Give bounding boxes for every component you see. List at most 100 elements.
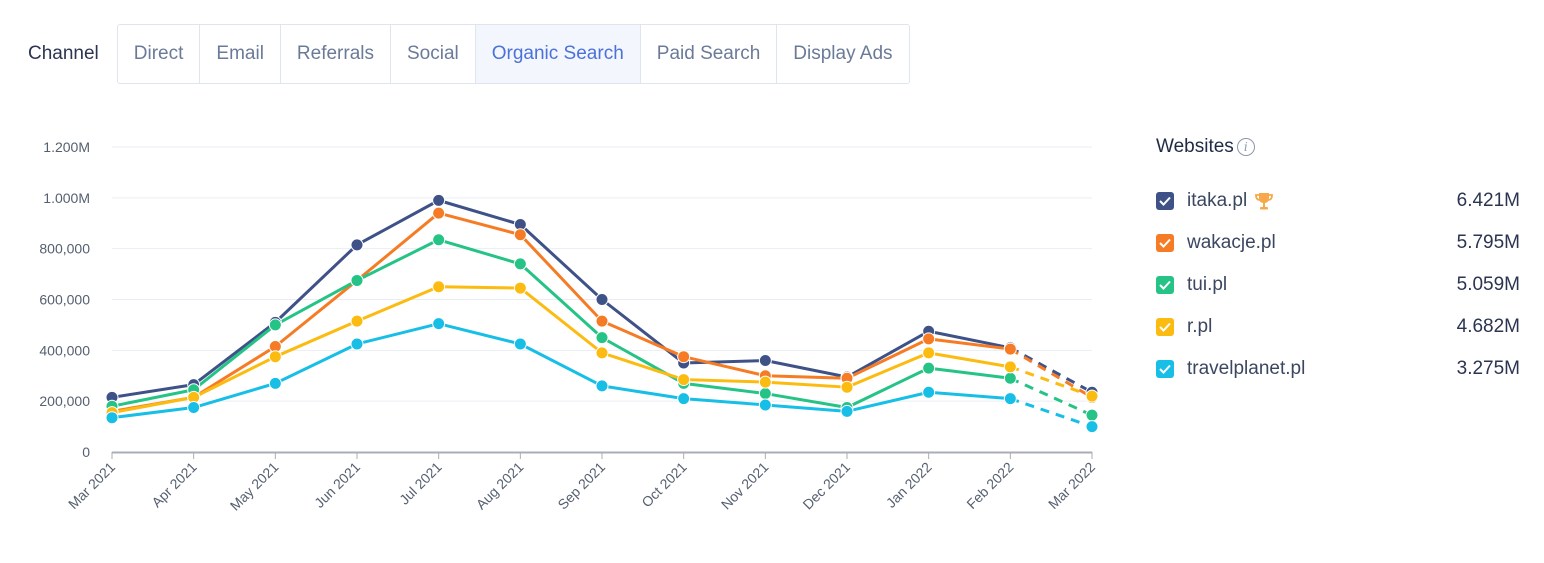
legend-site: itaka.pl (1187, 190, 1275, 212)
tab-referrals[interactable]: Referrals (279, 25, 390, 83)
data-point[interactable] (595, 346, 609, 360)
data-point[interactable] (922, 385, 936, 399)
data-point[interactable] (350, 273, 364, 287)
legend-checkbox[interactable] (1156, 360, 1174, 378)
data-point[interactable] (922, 361, 936, 375)
tab-direct[interactable]: Direct (133, 43, 184, 64)
legend-checkbox[interactable] (1156, 192, 1174, 210)
data-point[interactable] (595, 379, 609, 393)
check-icon (1159, 322, 1171, 332)
series-line (111, 238, 1011, 410)
points-tui-pl (105, 233, 1099, 422)
line-chart: 0 200,000 400,000 600,000 800,000 1.000M 1.200… (39, 139, 1099, 514)
data-point[interactable] (758, 387, 772, 401)
data-point[interactable] (677, 373, 691, 387)
tab-email[interactable]: Email (199, 25, 280, 83)
y-tick-label: 800,000 (39, 241, 90, 257)
data-point[interactable] (595, 314, 609, 328)
legend-title-text: Websites (1156, 136, 1234, 157)
data-point[interactable] (758, 354, 772, 367)
legend-value: 5.795M (1456, 232, 1520, 253)
data-point[interactable] (1003, 392, 1017, 406)
series-lines (105, 193, 1099, 434)
data-point[interactable] (432, 233, 446, 247)
series-forecast-line (1009, 397, 1093, 429)
tab-display-ads[interactable]: Display Ads (776, 25, 908, 83)
legend-title: Websites i (1156, 136, 1520, 158)
data-point[interactable] (187, 401, 201, 415)
legend-item[interactable]: travelplanet.pl 3.275M (1156, 348, 1520, 390)
data-point[interactable] (432, 280, 446, 294)
series-line (111, 285, 1011, 415)
info-icon[interactable]: i (1236, 138, 1255, 156)
data-point[interactable] (268, 376, 282, 390)
data-point[interactable] (758, 398, 772, 412)
data-point[interactable] (677, 392, 691, 406)
y-tick-label: 0 (82, 444, 90, 460)
legend-value: 4.682M (1456, 316, 1520, 337)
data-point[interactable] (432, 206, 446, 220)
tab-organic-search[interactable]: Organic Search (474, 25, 640, 83)
data-point[interactable] (840, 380, 854, 394)
tab-paid-search[interactable]: Paid Search (639, 25, 777, 83)
tab-social[interactable]: Social (390, 25, 475, 83)
legend-checkbox[interactable] (1156, 276, 1174, 294)
channel-bar: Channel Direct Email Referrals Social Or… (28, 24, 910, 84)
data-point[interactable] (350, 238, 364, 252)
legend-value: 3.275M (1456, 358, 1520, 379)
x-tick-label: Dec 2021 (799, 459, 853, 513)
y-tick-label: 200,000 (39, 393, 90, 409)
data-point[interactable] (268, 318, 282, 332)
data-point[interactable] (595, 331, 609, 345)
data-point[interactable] (350, 314, 364, 328)
data-point[interactable] (513, 257, 527, 271)
legend-item[interactable]: tui.pl 5.059M (1156, 264, 1520, 306)
legend-item[interactable]: itaka.pl 6.421M (1156, 180, 1520, 222)
data-point[interactable] (105, 411, 119, 425)
series-r-pl (111, 285, 1093, 415)
check-icon (1159, 238, 1171, 248)
data-point[interactable] (513, 228, 527, 242)
data-point[interactable] (513, 337, 527, 351)
data-point[interactable] (1003, 360, 1017, 374)
data-point[interactable] (1085, 408, 1099, 422)
data-point[interactable] (677, 350, 691, 364)
series-forecast-line (1009, 347, 1093, 399)
legend-item[interactable]: wakacje.pl 5.795M (1156, 222, 1520, 264)
data-point[interactable] (1085, 420, 1099, 434)
legend-site-name: itaka.pl (1187, 190, 1248, 211)
x-tick-label: Nov 2021 (718, 459, 772, 513)
series-itaka-pl (111, 198, 1093, 399)
data-point[interactable] (922, 346, 936, 360)
data-point[interactable] (513, 281, 527, 295)
data-point[interactable] (1085, 389, 1099, 403)
series-line (111, 198, 1011, 399)
x-tick-label: Apr 2021 (148, 459, 200, 511)
channel-tabs: Direct Email Referrals Social Organic Se… (116, 24, 910, 84)
check-icon (1159, 196, 1171, 206)
data-point[interactable] (1003, 342, 1017, 356)
data-point[interactable] (432, 193, 446, 207)
legend-checkbox[interactable] (1156, 234, 1174, 252)
legend-value: 5.059M (1456, 274, 1520, 295)
data-point[interactable] (432, 317, 446, 331)
data-point[interactable] (840, 404, 854, 418)
data-point[interactable] (350, 337, 364, 351)
data-point[interactable] (922, 332, 936, 346)
legend-site-name: wakacje.pl (1187, 232, 1276, 253)
data-point[interactable] (1003, 371, 1017, 385)
x-tick-label: Mar 2022 (1045, 459, 1098, 512)
legend-item[interactable]: r.pl 4.682M (1156, 306, 1520, 348)
series-wakacje-pl (111, 211, 1093, 413)
series-line (111, 211, 1011, 413)
legend-site-name: travelplanet.pl (1187, 358, 1306, 379)
y-axis-ticks: 0 200,000 400,000 600,000 800,000 1.000M 1.200… (39, 139, 90, 460)
data-point[interactable] (595, 293, 609, 306)
data-point[interactable] (268, 350, 282, 364)
check-icon (1159, 364, 1171, 374)
y-tick-label: 600,000 (39, 292, 90, 308)
data-point[interactable] (758, 375, 772, 389)
series-line (111, 322, 1011, 420)
legend-checkbox[interactable] (1156, 318, 1174, 336)
x-tick-label: Mar 2021 (65, 459, 118, 512)
